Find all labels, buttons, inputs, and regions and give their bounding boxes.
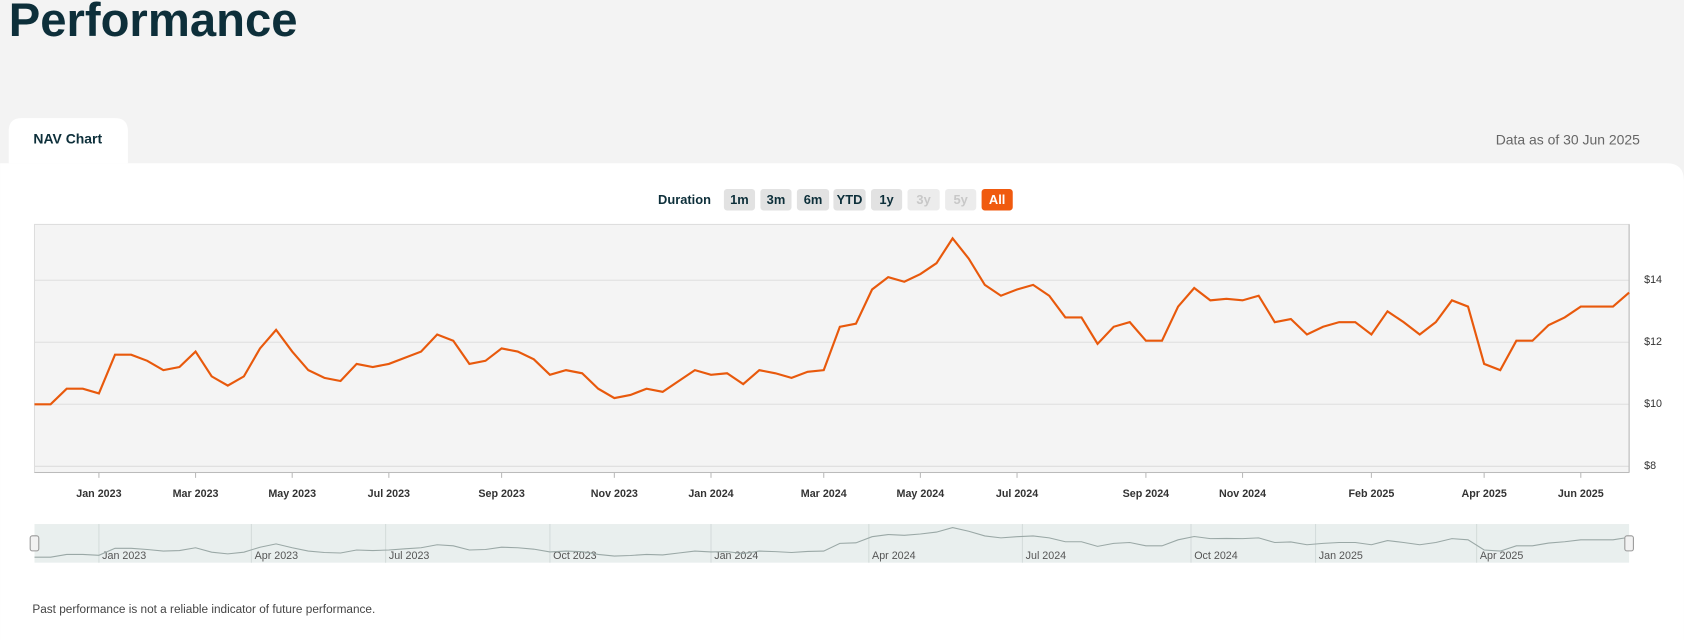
duration-button-label[interactable]: 3m [767, 192, 786, 207]
x-tick-label: Sep 2023 [478, 488, 525, 500]
x-tick-label: Nov 2023 [591, 488, 638, 500]
nav-line [34, 236, 1630, 406]
navigator-label: Jan 2024 [714, 550, 758, 562]
page-title: Performance [9, 0, 298, 47]
x-tick-label: Mar 2023 [173, 488, 219, 500]
duration-button-label[interactable]: 6m [804, 192, 823, 207]
x-tick-label: Apr 2025 [1461, 488, 1506, 500]
navigator-label: Jul 2023 [389, 550, 430, 562]
y-tick-label: $14 [1644, 274, 1662, 286]
navigator-handle[interactable] [29, 535, 40, 552]
duration-button-label[interactable]: 1m [730, 192, 749, 207]
navigator-label: Apr 2025 [1480, 550, 1524, 562]
y-tick-label: $8 [1644, 460, 1656, 472]
x-tick-label: May 2023 [268, 488, 316, 500]
x-tick-label: Nov 2024 [1219, 488, 1266, 500]
duration-label: Duration [658, 192, 711, 207]
navigator-label: Apr 2023 [255, 550, 299, 562]
navigator-label: Oct 2023 [553, 550, 597, 562]
x-tick-label: Jul 2023 [368, 488, 410, 500]
navigator-label: Jan 2025 [1319, 550, 1363, 562]
duration-button[interactable] [907, 188, 940, 211]
duration-button[interactable] [945, 188, 977, 211]
navigator-label: Jul 2024 [1026, 550, 1067, 562]
x-tick-label: Jul 2024 [996, 488, 1038, 500]
navigator-line [34, 527, 1630, 558]
duration-button[interactable] [981, 188, 1013, 211]
x-tick-label: Feb 2025 [1348, 488, 1394, 500]
data-date: Data as of 30 Jun 2025 [1496, 131, 1640, 147]
disclaimer: Past performance is not a reliable indic… [32, 602, 375, 616]
duration-button[interactable] [870, 188, 903, 211]
tab[interactable] [8, 118, 128, 164]
x-tick-label: Mar 2024 [801, 488, 847, 500]
duration-button-label[interactable]: All [989, 192, 1005, 207]
x-tick-label: May 2024 [897, 488, 945, 500]
duration-button-label[interactable]: 5y [953, 192, 968, 207]
duration-button[interactable] [833, 188, 866, 211]
navigator-label: Oct 2024 [1194, 550, 1238, 562]
x-tick-label: Jan 2024 [688, 488, 733, 500]
navigator-handle[interactable] [1624, 535, 1634, 552]
y-tick-label: $12 [1644, 336, 1662, 348]
duration-button[interactable] [796, 188, 830, 211]
duration-button[interactable] [760, 188, 792, 211]
navigator-label: Apr 2024 [872, 550, 916, 562]
duration-button-label[interactable]: 1y [879, 192, 894, 207]
duration-button-label[interactable]: YTD [837, 192, 863, 207]
navigator-label: Jan 2023 [102, 550, 146, 562]
duration-button-label[interactable]: 3y [916, 192, 931, 207]
x-tick-label: Jun 2025 [1558, 488, 1604, 500]
duration-button[interactable] [723, 188, 756, 211]
y-tick-label: $10 [1644, 398, 1662, 410]
tab-label[interactable]: NAV Chart [33, 130, 102, 146]
x-tick-label: Sep 2024 [1123, 488, 1170, 500]
x-tick-label: Jan 2023 [76, 488, 121, 500]
